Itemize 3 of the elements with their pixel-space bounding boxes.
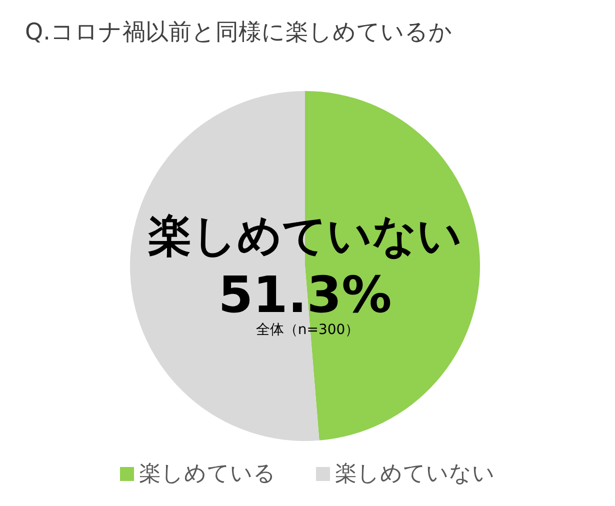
legend-label: 楽しめていない xyxy=(335,462,495,486)
chart-title: Q.コロナ禍以前と同様に楽しめているか xyxy=(25,20,452,46)
legend-label: 楽しめている xyxy=(139,462,276,486)
